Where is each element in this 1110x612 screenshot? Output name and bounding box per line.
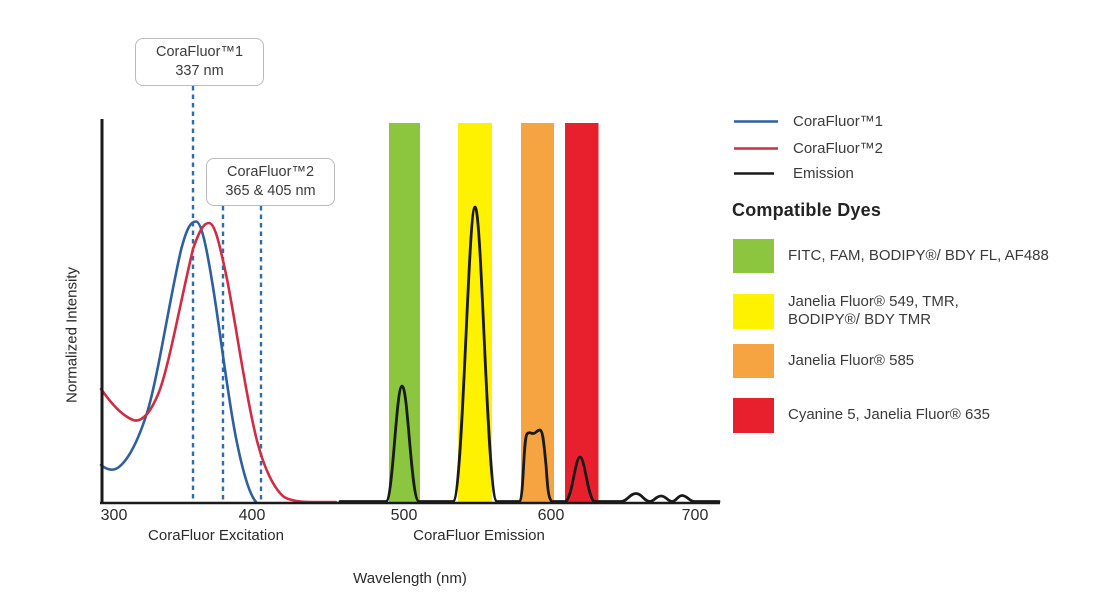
annotation2-name: CoraFluor™2: [226, 164, 315, 181]
x-tick-400: 400: [238, 507, 266, 524]
jf549-color-swatch: [733, 293, 774, 329]
jf585-color-swatch: [733, 344, 774, 378]
fitc-swatch-rect: [733, 239, 774, 273]
band-cy5-jf635: [565, 123, 599, 502]
fitc-color-swatch: [733, 239, 774, 273]
compatible-dyes-heading: Compatible Dyes: [732, 200, 882, 220]
legend-item-corafluor2: CoraFluor™2: [733, 140, 883, 157]
annotation2-wavelength: 365 & 405 nm: [225, 183, 316, 199]
annotation-corafluor2-365-405nm: CoraFluor™2 365 & 405 nm: [206, 158, 335, 206]
band-jf549-tmr: [458, 123, 492, 502]
emission-line-swatch: [734, 172, 774, 175]
corafluor2-line-swatch: [734, 147, 778, 150]
dye-item-jf585: Janelia Fluor® 585: [733, 344, 914, 378]
y-axis-label: Normalized Intensity: [63, 267, 81, 403]
dye-label-cy5-jf635: Cyanine 5, Janelia Fluor® 635: [788, 406, 991, 424]
dye-label-jf585: Janelia Fluor® 585: [788, 351, 915, 369]
legend-label-corafluor1: CoraFluor™1: [793, 113, 884, 130]
dye-label-jf549-tmr: Janelia Fluor® 549, TMR, BODIPY®/ BDY TM…: [788, 293, 959, 330]
emission-curve: [338, 205, 721, 503]
dye-item-cy5-jf635: Cyanine 5, Janelia Fluor® 635: [733, 398, 990, 433]
x-tick-300: 300: [100, 507, 128, 524]
cy5-swatch-rect: [733, 398, 774, 433]
spectra-plot-canvas: [99, 86, 721, 505]
dye-item-fitc-af488: FITC, FAM, BODIPY®/ BDY FL, AF488: [733, 239, 1049, 273]
jf585-swatch-rect: [733, 344, 774, 378]
corafluor1-excitation-curve: [99, 220, 258, 504]
legend-label-emission: Emission: [793, 165, 854, 182]
dye-label-fitc-af488: FITC, FAM, BODIPY®/ BDY FL, AF488: [788, 246, 1049, 264]
annotation1-name: CoraFluor™1: [155, 44, 244, 61]
x-tick-600: 600: [537, 507, 565, 524]
x-tick-500: 500: [390, 507, 418, 524]
dye-item-jf549-tmr: Janelia Fluor® 549, TMR, BODIPY®/ BDY TM…: [733, 293, 959, 330]
axes: [100, 119, 720, 505]
corafluor1-line-swatch: [734, 120, 778, 123]
cy5-color-swatch: [733, 398, 774, 433]
dye-label-jf549-line1: Janelia Fluor® 549, TMR,: [788, 293, 959, 310]
corafluor2-excitation-curve: [99, 221, 338, 504]
x-tick-700: 700: [681, 507, 709, 524]
legend-item-emission: Emission: [733, 165, 854, 182]
excitation-caption: CoraFluor Excitation: [148, 527, 284, 544]
x-axis-label: Wavelength (nm): [353, 570, 467, 587]
dye-label-jf549-line2: BODIPY®/ BDY TMR: [788, 311, 932, 329]
legend-item-corafluor1: CoraFluor™1: [733, 113, 883, 130]
legend-label-corafluor2: CoraFluor™2: [793, 140, 884, 157]
jf549-swatch-rect: [733, 293, 774, 329]
excitation-marker-lines: [191, 86, 263, 501]
annotation-corafluor1-337nm: CoraFluor™1 337 nm: [135, 38, 264, 86]
annotation1-wavelength: 337 nm: [175, 63, 224, 79]
emission-caption: CoraFluor Emission: [413, 527, 545, 544]
